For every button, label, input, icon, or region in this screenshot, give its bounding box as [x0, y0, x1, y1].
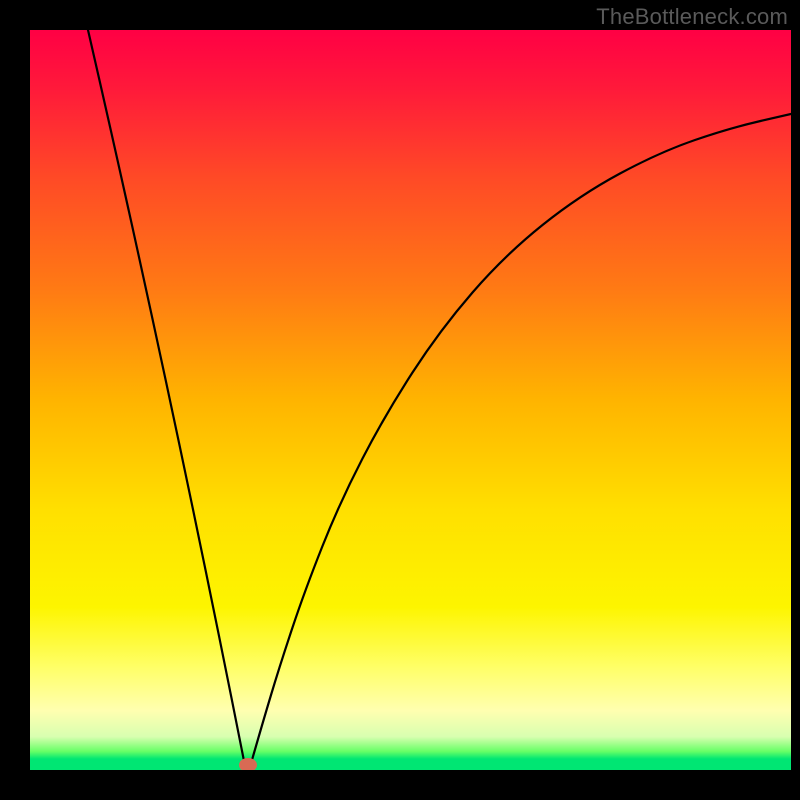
apex-marker	[239, 758, 257, 770]
attribution-text: TheBottleneck.com	[596, 4, 788, 30]
bottleneck-curve	[88, 30, 791, 767]
plot-area	[30, 30, 791, 770]
curve-svg	[30, 30, 791, 770]
